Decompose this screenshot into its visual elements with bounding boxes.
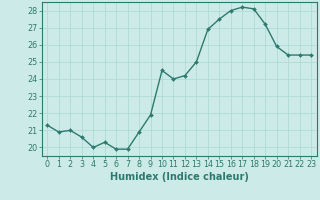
X-axis label: Humidex (Indice chaleur): Humidex (Indice chaleur) (110, 172, 249, 182)
